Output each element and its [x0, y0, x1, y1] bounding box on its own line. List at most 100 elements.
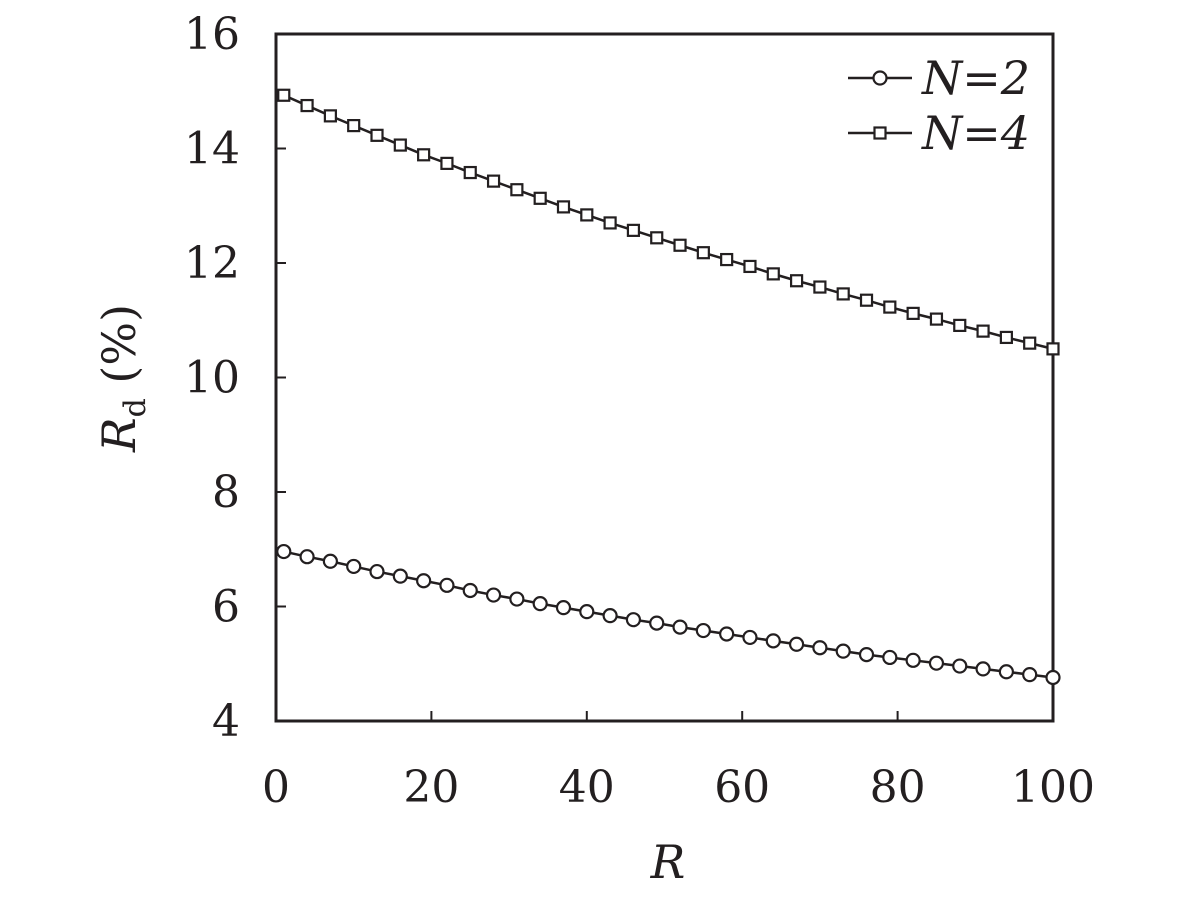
y-axis-label-main: R: [92, 417, 146, 453]
data-point-1-29: [953, 318, 967, 333]
data-point-0-21: [765, 633, 781, 649]
y-axis-label-sub: d: [118, 398, 153, 417]
data-point-0-16: [649, 615, 665, 631]
data-point-0-20: [742, 629, 758, 646]
data-point-1-10: [510, 183, 524, 197]
tick-labels: 0 20 40 60 80 100 4 6 8 10 12 14 16: [184, 9, 1095, 813]
y-axis-label: Rd (%): [92, 304, 153, 453]
data-point-1-22: [789, 274, 804, 288]
x-tick-label-4: 80: [870, 762, 926, 813]
data-point-1-13: [580, 208, 594, 222]
data-point-1-6: [417, 148, 431, 162]
legend-label-1: N=4: [921, 106, 1030, 160]
data-point-1-7: [440, 156, 454, 170]
data-point-1-4: [370, 128, 384, 142]
data-point-0-1: [299, 549, 315, 565]
data-point-0-3: [346, 558, 362, 575]
data-point-0-23: [812, 640, 828, 656]
data-point-0-13: [579, 604, 595, 620]
legend-marker-1: [873, 126, 887, 140]
data-point-0-6: [416, 573, 432, 589]
data-point-1-15: [626, 223, 641, 237]
data-point-0-18: [695, 622, 711, 639]
data-point-0-30: [975, 661, 991, 677]
data-point-1-32: [1023, 336, 1037, 350]
x-tick-label-0: 0: [262, 762, 290, 813]
y-tick-label-2: 8: [212, 467, 240, 518]
data-point-1-18: [696, 246, 710, 260]
series-line-0: [283, 550, 1054, 679]
y-tick-label-0: 4: [212, 696, 240, 747]
data-point-0-25: [858, 646, 875, 663]
data-point-1-12: [556, 200, 571, 214]
series-line-1: [283, 94, 1054, 351]
data-point-1-8: [463, 165, 477, 180]
data-point-0-7: [439, 577, 455, 593]
data-point-0-29: [952, 658, 968, 674]
legend-item-0: N=2: [848, 51, 1030, 105]
data-point-0-28: [928, 655, 945, 671]
series-0: [276, 543, 1061, 686]
y-tick-label-1: 6: [212, 582, 240, 633]
x-axis-label: R: [650, 835, 686, 889]
data-point-1-2: [323, 109, 337, 123]
y-tick-label-3: 10: [184, 353, 240, 404]
data-point-1-28: [929, 312, 944, 326]
data-point-0-31: [998, 664, 1014, 680]
data-point-1-20: [743, 259, 757, 274]
series-layer: [276, 88, 1061, 686]
legend: N=2N=4: [848, 51, 1030, 160]
data-point-0-17: [672, 619, 688, 635]
data-point-1-14: [603, 216, 617, 230]
x-tick-label-2: 40: [559, 762, 615, 813]
data-point-0-15: [625, 612, 642, 628]
data-point-0-8: [462, 582, 478, 599]
data-point-1-17: [673, 238, 687, 252]
data-point-1-9: [486, 174, 501, 188]
y-axis-label-unit: (%): [92, 304, 146, 398]
series-1: [277, 88, 1060, 356]
data-point-1-1: [300, 98, 314, 113]
data-point-0-5: [392, 568, 408, 584]
data-point-1-24: [836, 287, 850, 301]
y-tick-label-6: 16: [184, 9, 240, 60]
data-point-0-10: [509, 591, 525, 607]
data-point-1-0: [277, 88, 291, 102]
data-point-1-33: [1046, 342, 1060, 356]
x-tick-label-1: 20: [403, 762, 459, 813]
data-point-1-31: [999, 330, 1013, 345]
data-point-1-25: [859, 293, 874, 307]
data-point-1-23: [813, 280, 827, 294]
data-point-1-26: [883, 300, 897, 314]
x-tick-label-3: 60: [714, 762, 770, 813]
data-point-1-5: [393, 138, 407, 152]
axis-ticks: [275, 33, 1054, 722]
data-point-0-4: [369, 563, 385, 580]
data-point-0-11: [532, 596, 548, 612]
legend-marker-0: [872, 70, 888, 86]
data-point-0-14: [602, 608, 618, 624]
data-point-0-22: [788, 636, 805, 652]
data-point-1-16: [650, 231, 664, 245]
data-point-0-26: [882, 649, 898, 666]
data-point-0-19: [719, 626, 735, 642]
data-point-1-11: [533, 191, 547, 205]
x-tick-label-5: 100: [1011, 762, 1095, 813]
data-point-0-9: [485, 587, 502, 603]
data-point-1-3: [347, 118, 361, 133]
data-point-1-30: [976, 324, 990, 338]
y-tick-label-5: 14: [184, 124, 240, 175]
data-point-0-32: [1022, 667, 1038, 683]
data-point-1-19: [720, 252, 734, 267]
data-point-1-21: [766, 267, 780, 281]
y-tick-label-4: 12: [184, 238, 240, 289]
data-point-1-27: [906, 306, 920, 320]
legend-item-1: N=4: [848, 106, 1030, 160]
data-point-0-0: [276, 543, 292, 560]
data-point-0-12: [555, 600, 572, 616]
data-point-0-24: [835, 643, 851, 659]
data-point-0-27: [905, 652, 921, 668]
data-point-0-2: [322, 553, 338, 569]
data-point-0-33: [1045, 669, 1061, 686]
